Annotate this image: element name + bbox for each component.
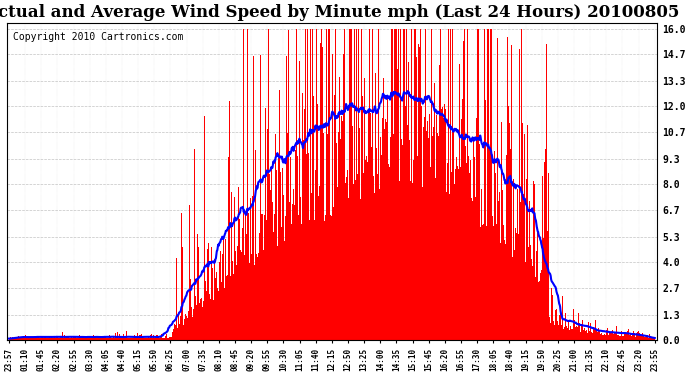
- Title: Actual and Average Wind Speed by Minute mph (Last 24 Hours) 20100805: Actual and Average Wind Speed by Minute …: [0, 4, 680, 21]
- Text: Copyright 2010 Cartronics.com: Copyright 2010 Cartronics.com: [13, 32, 184, 42]
